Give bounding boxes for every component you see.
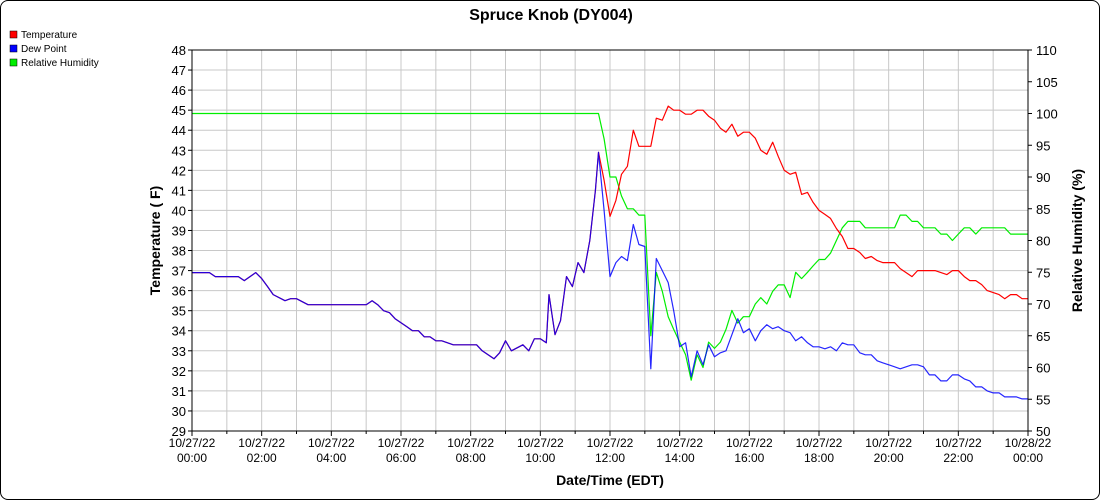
y-left-tick-label: 41: [172, 183, 186, 198]
x-tick-label-date: 10/27/22: [169, 436, 216, 450]
y-right-tick-label: 70: [1036, 297, 1050, 312]
y-left-tick-label: 34: [172, 324, 186, 339]
x-axis-title: Date/Time (EDT): [556, 472, 664, 488]
x-tick-label-date: 10/27/22: [238, 436, 285, 450]
legend: Temperature Dew Point Relative Humidity: [9, 30, 99, 69]
y-right-tick-label: 90: [1036, 170, 1050, 185]
legend-swatch-dew-point: [9, 44, 18, 53]
y-left-tick-label: 39: [172, 223, 186, 238]
y-right-tick-label: 80: [1036, 234, 1050, 249]
y-left-tick-label: 48: [172, 43, 186, 58]
series-line-dew-point: [192, 151, 1028, 400]
y-right-tick-label: 50: [1036, 424, 1050, 439]
grid: [191, 49, 1029, 432]
x-tick-label-time: 22:00: [943, 451, 973, 465]
y-left-tick-label: 44: [172, 123, 186, 138]
y-left-tick-label: 29: [172, 424, 186, 439]
x-tick-label-time: 10:00: [525, 451, 555, 465]
y-right-tick-label: 65: [1036, 329, 1050, 344]
y-left-tick-label: 33: [172, 344, 186, 359]
y-right-tick-label: 75: [1036, 265, 1050, 280]
legend-swatch-temperature: [9, 30, 18, 39]
x-tick-label-date: 10/27/22: [726, 436, 773, 450]
x-tick-label-time: 00:00: [177, 451, 207, 465]
plot-lines: [192, 105, 1028, 400]
y-right-tick-label: 105: [1036, 75, 1058, 90]
x-tick-label-time: 00:00: [1013, 451, 1043, 465]
x-tick-label-date: 10/27/22: [517, 436, 564, 450]
y-right-tick-label: 95: [1036, 138, 1050, 153]
y-axis-left-title: Temperature ( F): [147, 186, 163, 295]
x-tick-label-date: 10/27/22: [935, 436, 982, 450]
x-tick-label-time: 20:00: [874, 451, 904, 465]
y-left-tick-label: 40: [172, 203, 186, 218]
y-left-tick-label: 37: [172, 264, 186, 279]
y-left-tick-label: 36: [172, 284, 186, 299]
y-right-tick-label: 85: [1036, 202, 1050, 217]
y-left-tick-label: 35: [172, 304, 186, 319]
x-tick-label-time: 04:00: [316, 451, 346, 465]
y-axis-right: 50 55 60 65 70 75 80 85 90 95 100 105 110: [1028, 43, 1058, 439]
series-line-relative-humidity: [192, 112, 1028, 381]
y-left-tick-label: 46: [172, 83, 186, 98]
legend-label-temperature: Temperature: [21, 30, 78, 41]
y-right-tick-label: 110: [1036, 43, 1057, 58]
x-tick-label-date: 10/27/22: [308, 436, 355, 450]
x-tick-label-time: 06:00: [386, 451, 416, 465]
legend-swatch-relative-humidity: [9, 58, 18, 67]
x-tick-label-time: 14:00: [665, 451, 695, 465]
x-axis: 10/27/2200:0010/27/2202:0010/27/2204:001…: [169, 431, 1052, 465]
y-right-tick-label: 60: [1036, 361, 1050, 376]
x-tick-label-time: 12:00: [595, 451, 625, 465]
y-left-tick-label: 47: [172, 63, 186, 78]
legend-label-relative-humidity: Relative Humidity: [21, 58, 99, 69]
x-tick-label-date: 10/27/22: [587, 436, 634, 450]
x-tick-label-time: 08:00: [456, 451, 486, 465]
legend-label-dew-point: Dew Point: [21, 44, 67, 55]
x-tick-label-time: 16:00: [734, 451, 764, 465]
y-left-tick-label: 32: [172, 364, 186, 379]
chart-title: Spruce Knob (DY004): [469, 7, 633, 24]
x-tick-label-date: 10/27/22: [656, 436, 703, 450]
y-axis-left: 29 30 31 32 33 34 35 36 37 38 39 40 41 42 43 44 45 46 47 48: [172, 43, 192, 439]
x-tick-label-time: 02:00: [247, 451, 277, 465]
y-axis-right-title: Relative Humidity (%): [1069, 169, 1085, 312]
x-tick-label-time: 18:00: [804, 451, 834, 465]
y-left-tick-label: 38: [172, 244, 186, 259]
x-tick-label-date: 10/28/22: [1005, 436, 1052, 450]
y-left-tick-label: 43: [172, 143, 186, 158]
y-right-tick-label: 100: [1036, 107, 1058, 122]
x-tick-label-date: 10/27/22: [865, 436, 912, 450]
x-tick-label-date: 10/27/22: [796, 436, 843, 450]
y-left-tick-label: 30: [172, 404, 186, 419]
x-tick-label-date: 10/27/22: [378, 436, 425, 450]
y-left-tick-label: 42: [172, 163, 186, 178]
y-right-tick-label: 55: [1036, 392, 1050, 407]
y-left-tick-label: 45: [172, 103, 186, 118]
x-tick-label-date: 10/27/22: [447, 436, 494, 450]
y-left-tick-label: 31: [172, 384, 186, 399]
